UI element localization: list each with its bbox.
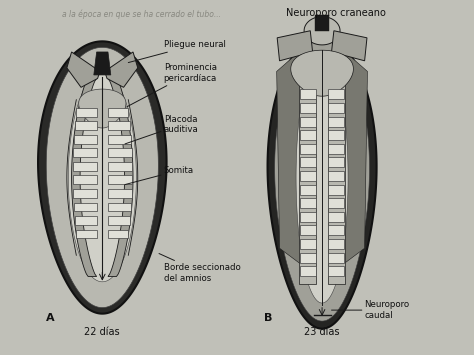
- Polygon shape: [108, 230, 128, 239]
- Polygon shape: [267, 35, 376, 329]
- Polygon shape: [300, 239, 316, 249]
- Polygon shape: [75, 216, 97, 225]
- Polygon shape: [74, 203, 97, 211]
- Polygon shape: [68, 73, 137, 282]
- Polygon shape: [304, 17, 340, 45]
- Polygon shape: [73, 175, 97, 184]
- Polygon shape: [300, 158, 316, 167]
- Polygon shape: [341, 50, 367, 266]
- Polygon shape: [108, 121, 129, 130]
- Polygon shape: [296, 52, 348, 303]
- Polygon shape: [300, 130, 316, 140]
- Polygon shape: [108, 189, 132, 198]
- Polygon shape: [328, 103, 344, 113]
- Polygon shape: [300, 212, 316, 222]
- Polygon shape: [108, 175, 132, 184]
- Polygon shape: [108, 78, 133, 277]
- Polygon shape: [291, 50, 354, 96]
- Polygon shape: [73, 189, 97, 198]
- Polygon shape: [75, 121, 97, 130]
- Polygon shape: [300, 225, 316, 235]
- Polygon shape: [74, 135, 97, 144]
- Polygon shape: [38, 42, 166, 313]
- Text: Prominencia
pericardíaca: Prominencia pericardíaca: [127, 64, 217, 107]
- Polygon shape: [300, 103, 316, 113]
- Polygon shape: [328, 225, 344, 235]
- Polygon shape: [108, 216, 129, 225]
- Polygon shape: [331, 31, 367, 61]
- Polygon shape: [72, 78, 97, 277]
- Polygon shape: [328, 89, 344, 99]
- Text: 22 días: 22 días: [84, 327, 120, 337]
- Polygon shape: [300, 185, 316, 195]
- Polygon shape: [328, 239, 344, 249]
- Polygon shape: [300, 171, 316, 181]
- Polygon shape: [328, 71, 345, 284]
- Polygon shape: [108, 203, 131, 211]
- Polygon shape: [300, 89, 316, 99]
- Polygon shape: [73, 162, 97, 171]
- Text: Neuroporo craneano: Neuroporo craneano: [286, 8, 386, 18]
- Text: B: B: [264, 313, 272, 323]
- Polygon shape: [300, 71, 316, 284]
- Polygon shape: [46, 47, 158, 308]
- Polygon shape: [67, 52, 100, 87]
- Polygon shape: [108, 162, 132, 171]
- Text: Neuroporo
caudal: Neuroporo caudal: [331, 300, 410, 320]
- Polygon shape: [300, 144, 316, 154]
- Polygon shape: [73, 148, 97, 157]
- Polygon shape: [328, 158, 344, 167]
- Text: Placoda
auditiva: Placoda auditiva: [125, 115, 199, 144]
- Polygon shape: [328, 171, 344, 181]
- Polygon shape: [328, 144, 344, 154]
- Polygon shape: [300, 266, 316, 276]
- Polygon shape: [328, 253, 344, 263]
- Polygon shape: [328, 198, 344, 208]
- Polygon shape: [315, 15, 329, 31]
- Polygon shape: [328, 212, 344, 222]
- Text: 23 días: 23 días: [304, 327, 340, 337]
- Polygon shape: [79, 89, 126, 128]
- Polygon shape: [300, 198, 316, 208]
- Text: A: A: [46, 313, 55, 323]
- Polygon shape: [300, 117, 316, 126]
- Polygon shape: [76, 108, 97, 116]
- Polygon shape: [277, 31, 313, 61]
- Polygon shape: [108, 135, 131, 144]
- Text: Somita: Somita: [125, 166, 194, 185]
- Text: Borde seccionado
del amnios: Borde seccionado del amnios: [159, 253, 240, 283]
- Polygon shape: [76, 230, 97, 239]
- Polygon shape: [300, 253, 316, 263]
- Polygon shape: [328, 266, 344, 276]
- Polygon shape: [277, 50, 303, 266]
- Polygon shape: [108, 148, 132, 157]
- Polygon shape: [108, 108, 128, 116]
- Polygon shape: [94, 52, 111, 75]
- Text: a la época en que se ha cerrado el tubo...: a la época en que se ha cerrado el tubo.…: [62, 10, 221, 19]
- Polygon shape: [328, 185, 344, 195]
- Polygon shape: [328, 130, 344, 140]
- Polygon shape: [105, 52, 138, 87]
- Polygon shape: [275, 39, 369, 321]
- Polygon shape: [328, 117, 344, 126]
- Text: Pliegue neural: Pliegue neural: [128, 40, 226, 62]
